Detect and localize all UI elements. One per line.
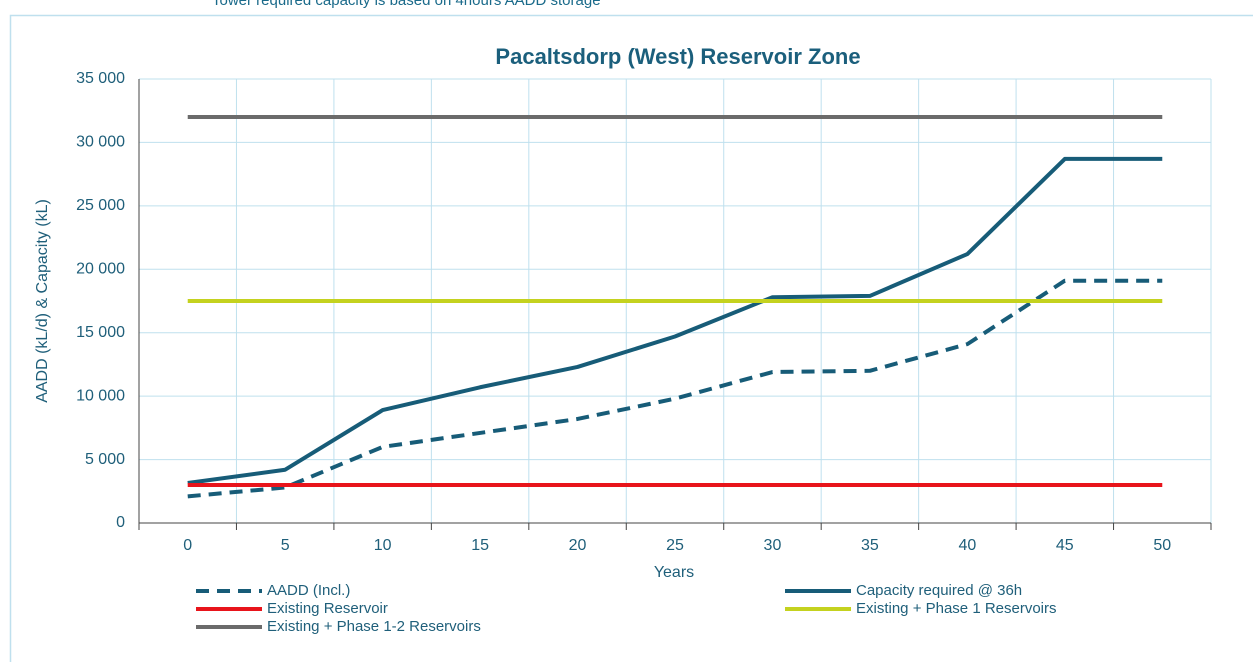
x-tick-label: 15 xyxy=(471,537,489,554)
x-tick-label: 40 xyxy=(958,537,976,554)
y-tick-label: 25 000 xyxy=(76,197,125,214)
y-tick-label: 30 000 xyxy=(76,134,125,151)
legend-label: Existing + Phase 1 Reservoirs xyxy=(856,600,1057,617)
y-axis-label: AADD (kL/d) & Capacity (kL) xyxy=(34,199,51,403)
x-tick-label: 50 xyxy=(1153,537,1171,554)
x-tick-label: 45 xyxy=(1056,537,1074,554)
chart-title: Pacaltsdorp (West) Reservoir Zone xyxy=(495,44,860,69)
chart-frame xyxy=(9,14,1253,662)
y-tick-label: 20 000 xyxy=(76,261,125,278)
legend-label: AADD (Incl.) xyxy=(267,582,350,599)
x-tick-label: 30 xyxy=(764,537,782,554)
legend-label: Capacity required @ 36h xyxy=(856,582,1022,599)
x-tick-label: 25 xyxy=(666,537,684,554)
x-tick-label: 0 xyxy=(183,537,192,554)
y-tick-label: 0 xyxy=(116,514,125,531)
legend-label: Existing Reservoir xyxy=(267,600,388,617)
x-tick-label: 20 xyxy=(569,537,587,554)
y-tick-label: 15 000 xyxy=(76,324,125,341)
series-line xyxy=(187,156,1163,486)
y-tick-label: 35 000 xyxy=(76,70,125,87)
y-tick-label: 10 000 xyxy=(76,387,125,404)
x-tick-label: 10 xyxy=(374,537,392,554)
y-tick-label: 5 000 xyxy=(85,451,125,468)
x-axis-label: Years xyxy=(654,564,694,581)
legend: AADD (Incl.) Capacity required @ 36hExist… xyxy=(196,582,1057,635)
x-tick-label: 5 xyxy=(281,537,290,554)
x-tick-label: 35 xyxy=(861,537,879,554)
legend-label: Existing + Phase 1-2 Reservoirs xyxy=(267,618,481,635)
note: Tower required capacity is based on 4hou… xyxy=(212,0,601,9)
series-line xyxy=(187,278,1163,499)
